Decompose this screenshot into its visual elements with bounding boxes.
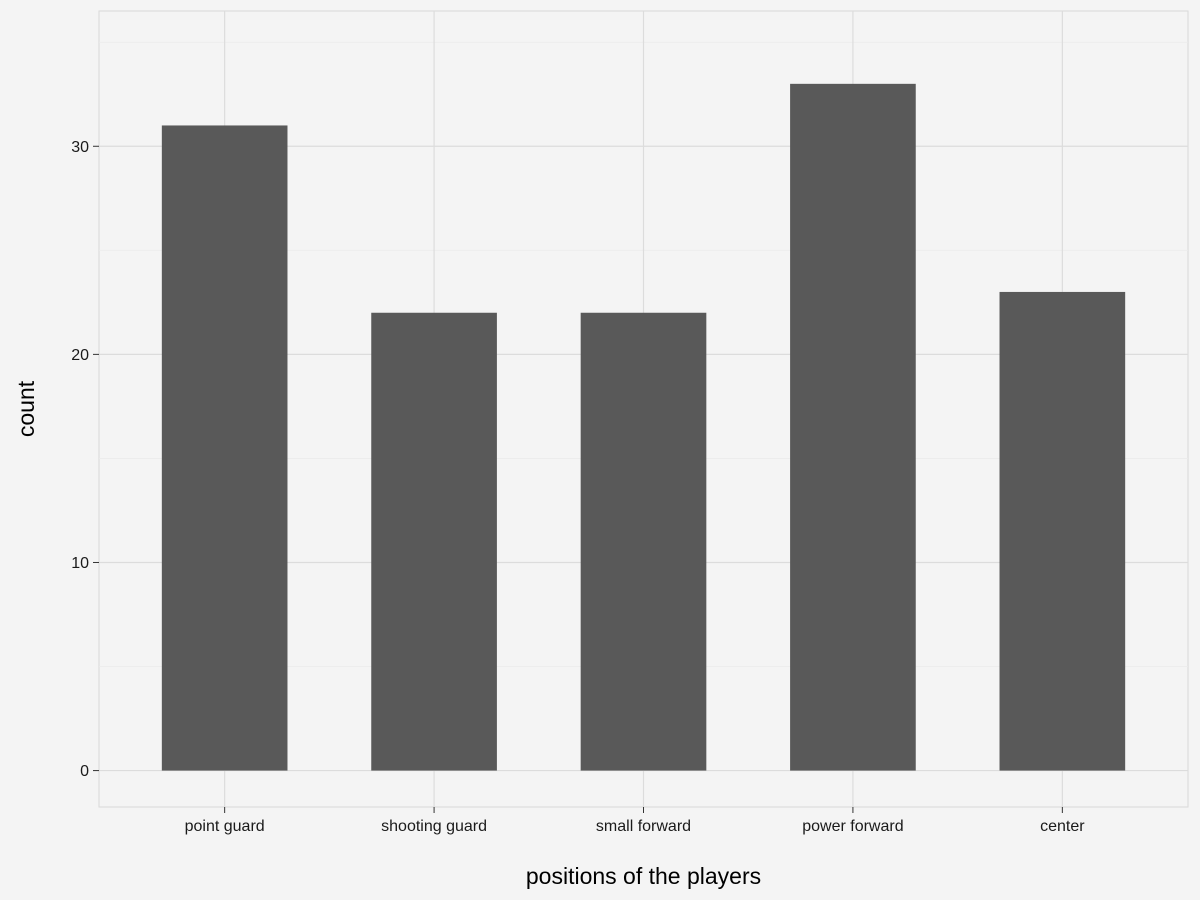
bar-small-forward	[580, 312, 707, 771]
bars	[161, 83, 1126, 771]
x-tick-label: center	[1040, 818, 1085, 835]
bar-power-forward	[790, 83, 916, 771]
y-axis-ticks: 0 10 20 30	[71, 139, 99, 780]
x-axis-title: positions of the players	[526, 863, 761, 889]
x-tick-label: small forward	[596, 818, 691, 835]
y-tick-label: 0	[80, 763, 89, 780]
bar-shooting-guard	[371, 312, 497, 771]
bar-point-guard	[161, 125, 288, 771]
y-tick-label: 10	[71, 555, 89, 572]
x-tick-label: power forward	[802, 818, 903, 835]
y-tick-label: 20	[71, 347, 89, 364]
x-tick-label: point guard	[185, 818, 265, 835]
x-axis-ticks: point guard shooting guard small forward po…	[185, 807, 1085, 835]
y-tick-label: 30	[71, 139, 89, 156]
bar-center	[999, 291, 1126, 771]
y-axis-title: count	[13, 380, 39, 437]
x-tick-label: shooting guard	[381, 818, 487, 835]
